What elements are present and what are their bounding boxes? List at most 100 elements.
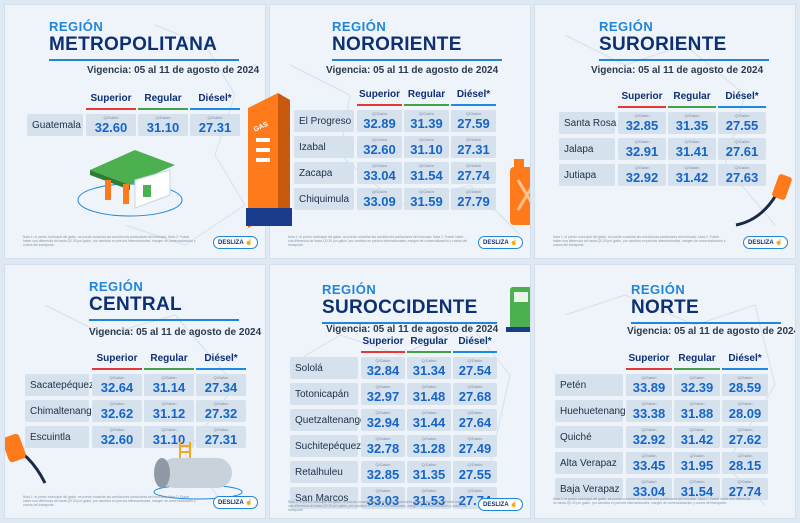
region-title: REGIÓN CENTRAL	[89, 280, 239, 321]
header-regular: Regular	[410, 336, 448, 347]
price-superior: Q/Galón 32.85	[361, 461, 405, 483]
price-regular: Q/Galón 32.39	[674, 374, 720, 396]
price-superior: Q/Galón 33.89	[626, 374, 672, 396]
regular-color-bar	[674, 368, 720, 370]
department-name: Santa Rosa	[559, 112, 616, 134]
price-superior: Q/Galón 33.38	[626, 400, 672, 422]
price-regular: Q/Galón 31.10	[404, 136, 449, 158]
header-diesel: Diésel*	[198, 93, 232, 104]
region-panel-norte: REGIÓN NORTE Vigencia: 05 al 11 de agost…	[534, 264, 796, 519]
region-title: REGIÓN METROPOLITANA	[49, 20, 239, 61]
region-label: REGIÓN	[332, 19, 387, 34]
price-regular: Q/Galón 31.53	[407, 487, 451, 509]
price-diesel: Q/Galón 27.68	[453, 383, 497, 405]
header-regular: Regular	[407, 89, 446, 100]
price-superior: Q/Galón 32.89	[357, 110, 402, 132]
header-superior: Superior	[90, 93, 132, 104]
price-superior: Q/Galón 32.91	[618, 138, 666, 160]
swipe-button[interactable]: DESLIZA ☝	[478, 498, 523, 511]
region-label: REGIÓN	[49, 19, 104, 34]
vigencia: Vigencia: 05 al 11 de agosto de 2024	[591, 65, 764, 76]
price-diesel: Q/Galón 27.31	[451, 136, 496, 158]
table-row: Quiché Q/Galón 32.92 Q/Galón 31.42 Q/Galón…	[555, 426, 770, 448]
price-table: Superior Regular Diésel* Petén Q/Galón 33…	[555, 353, 770, 500]
vigencia: Vigencia: 05 al 11 de agosto de 2024	[627, 326, 796, 337]
region-title: REGIÓN NORTE	[631, 283, 781, 324]
region-label: REGIÓN	[89, 279, 144, 294]
department-name: Jutiapa	[559, 164, 615, 186]
table-row: Jutiapa Q/Galón 32.92 Q/Galón 31.42 Q/Galó…	[559, 164, 768, 186]
price-regular: Q/Galón 31.41	[668, 138, 716, 160]
department-name: Sacatepéquez	[25, 374, 94, 396]
region-panel-suroriente: REGIÓN SURORIENTE Vigencia: 05 al 11 de …	[534, 4, 796, 259]
fine-print-note: Nota 1: el precio municipal del galón, s…	[23, 495, 196, 507]
price-table: Superior Regular Diésel* Sololá Q/Galón 3…	[290, 336, 499, 509]
price-regular: Q/Galón 31.95	[674, 452, 720, 474]
price-diesel: Q/Galón 28.15	[722, 452, 768, 474]
price-superior: Q/Galón 32.60	[92, 426, 142, 448]
header-regular: Regular	[673, 91, 711, 102]
fuel-nozzle-icon	[5, 433, 47, 484]
region-name: METROPOLITANA	[49, 34, 218, 55]
region-panel-suroccidente: REGIÓN SUROCCIDENTE Vigencia: 05 al 11 d…	[269, 264, 531, 519]
department-name: Suchitepéquez	[290, 435, 361, 457]
department-name: Guatemala	[27, 114, 83, 136]
table-header: Superior Regular Diésel*	[25, 353, 248, 367]
price-table: Superior Regular Diésel* Sacatepéquez Q/…	[25, 353, 248, 448]
region-name: NORORIENTE	[332, 34, 462, 55]
superior-color-bar	[361, 351, 405, 353]
table-row: Zacapa Q/Galón 33.04 Q/Galón 31.54 Q/Galón…	[294, 162, 498, 184]
swipe-button[interactable]: DESLIZA ☝	[743, 236, 788, 249]
price-diesel: Q/Galón 27.79	[451, 188, 496, 210]
swipe-button[interactable]: DESLIZA ☝	[478, 236, 523, 249]
diesel-color-bar	[453, 351, 497, 353]
region-label: REGIÓN	[599, 19, 654, 34]
gas-station-icon	[77, 150, 183, 217]
fuel-tank-icon	[153, 442, 243, 500]
price-diesel: Q/Galón 27.74	[451, 162, 496, 184]
fuel-nozzle-icon	[735, 174, 792, 227]
table-row: Quetzaltenango Q/Galón 32.94 Q/Galón 31.44…	[290, 409, 499, 431]
department-name: Petén	[555, 374, 623, 396]
swipe-button[interactable]: DESLIZA ☝	[213, 236, 258, 249]
price-diesel: Q/Galón 27.31	[190, 114, 240, 136]
vigencia: Vigencia: 05 al 11 de agosto de 2024	[89, 327, 262, 338]
price-superior: Q/Galón 33.45	[626, 452, 672, 474]
price-diesel: Q/Galón 27.55	[718, 112, 766, 134]
price-regular: Q/Galón 31.34	[407, 357, 451, 379]
header-superior: Superior	[362, 336, 404, 347]
region-label: REGIÓN	[631, 282, 686, 297]
region-title: REGIÓN NORORIENTE	[332, 20, 502, 61]
fine-print-note: Nota 1: el precio municipal del galón, s…	[288, 235, 468, 247]
gas-pole-sign-icon: GAS	[246, 93, 292, 228]
table-row: Sololá Q/Galón 32.84 Q/Galón 31.34 Q/Galón…	[290, 357, 499, 379]
header-diesel: Diésel*	[456, 89, 491, 100]
header-regular: Regular	[678, 353, 716, 364]
region-title: REGIÓN SURORIENTE	[599, 20, 769, 61]
swipe-button[interactable]: DESLIZA ☝	[213, 496, 258, 509]
price-regular: Q/Galón 31.10	[144, 426, 194, 448]
regular-color-bar	[404, 104, 449, 106]
price-diesel: Q/Galón 27.74	[722, 478, 768, 500]
price-superior: Q/Galón 32.85	[618, 112, 666, 134]
superior-color-bar	[92, 368, 142, 370]
header-regular: Regular	[144, 93, 182, 104]
fuel-jerrycan-icon	[510, 159, 530, 225]
header-superior: Superior	[628, 353, 670, 364]
table-header: Superior Regular Diésel*	[559, 91, 768, 105]
price-superior: Q/Galón 32.94	[361, 409, 405, 431]
table-row: Chiquimula Q/Galón 33.09 Q/Galón 31.59 Q/G…	[294, 188, 498, 210]
table-row: Retalhuleu Q/Galón 32.85 Q/Galón 31.35 Q/G…	[290, 461, 499, 483]
map-outline-background	[124, 24, 246, 246]
table-header: Superior Regular Diésel*	[290, 336, 499, 350]
regular-color-bar	[407, 351, 451, 353]
region-name: SUROCCIDENTE	[322, 297, 478, 318]
price-table: Superior Regular Diésel* El Progreso Q/G…	[294, 89, 498, 210]
price-diesel: Q/Galón 27.61	[718, 138, 766, 160]
price-regular: Q/Galón 31.35	[407, 461, 451, 483]
price-diesel: Q/Galón 27.31	[196, 426, 246, 448]
price-regular: Q/Galón 31.14	[144, 374, 194, 396]
department-name: San Marcos	[290, 487, 358, 509]
price-regular: Q/Galón 31.54	[674, 478, 720, 500]
diesel-color-bar	[718, 106, 766, 108]
